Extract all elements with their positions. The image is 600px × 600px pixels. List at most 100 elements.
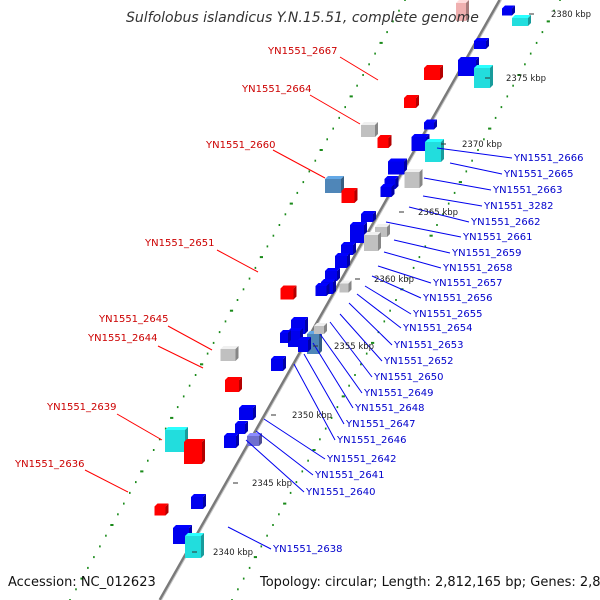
gc-dot bbox=[395, 299, 397, 301]
gene-block-top bbox=[456, 0, 469, 3]
gc-dot bbox=[295, 481, 298, 484]
gene-block-side bbox=[378, 232, 381, 251]
reverse-gene-block bbox=[191, 494, 206, 509]
gc-dot bbox=[158, 438, 161, 441]
gene-block-face bbox=[424, 68, 440, 80]
reverse-gene-label: YN1551_2652 bbox=[383, 356, 454, 367]
gene-block-face bbox=[325, 179, 341, 193]
gene-block-top bbox=[474, 38, 489, 41]
gc-dot bbox=[200, 363, 204, 366]
gc-dot bbox=[442, 213, 444, 216]
gc-dot bbox=[458, 181, 462, 184]
gene-block-side bbox=[253, 405, 256, 420]
reverse-callout-line bbox=[348, 302, 393, 346]
gc-dot bbox=[301, 470, 304, 473]
gene-block-face bbox=[247, 436, 259, 446]
forward-gene-label: YN1551_2645 bbox=[98, 314, 169, 325]
gc-dot bbox=[188, 384, 191, 387]
scale-tick-label: 2350 kbp bbox=[292, 411, 332, 421]
gene-block-side bbox=[486, 38, 489, 49]
scale-tick-label: 2355 kbp bbox=[334, 342, 374, 352]
scale-tick-label: 2380 kbp bbox=[551, 10, 591, 20]
gene-block-face bbox=[411, 137, 427, 151]
gene-block-face bbox=[380, 187, 392, 197]
gene-block-side bbox=[373, 211, 376, 222]
gene-block-top bbox=[315, 283, 330, 286]
gc-dot bbox=[360, 363, 362, 366]
forward-callout-line bbox=[157, 345, 204, 369]
forward-callout-line bbox=[309, 94, 361, 125]
gc-dot bbox=[272, 524, 274, 526]
gene-block-face bbox=[298, 340, 308, 352]
gc-dot bbox=[429, 234, 433, 237]
gene-block-face bbox=[239, 408, 253, 420]
gene-block-side bbox=[319, 331, 322, 354]
gc-dot bbox=[242, 288, 245, 291]
gc-dot bbox=[75, 588, 77, 591]
gene-block-top bbox=[298, 337, 311, 340]
reverse-gene-block bbox=[247, 433, 262, 446]
forward-gene-label: YN1551_2664 bbox=[241, 84, 312, 95]
reverse-gene-label: YN1551_2638 bbox=[272, 544, 343, 555]
gene-block-face bbox=[341, 245, 353, 255]
gc-dot bbox=[266, 534, 268, 537]
gc-dot bbox=[147, 459, 149, 462]
gc-dot bbox=[278, 513, 280, 516]
reverse-callout-line bbox=[303, 353, 345, 425]
gene-block-top bbox=[321, 279, 336, 282]
gene-block-side bbox=[203, 494, 206, 509]
reverse-gene-label: YN1551_2647 bbox=[345, 419, 416, 430]
gene-block-top bbox=[191, 494, 206, 497]
gene-block-side bbox=[305, 317, 308, 334]
gene-block-face bbox=[364, 235, 378, 251]
gene-block-top bbox=[288, 328, 303, 331]
gene-block-face bbox=[339, 283, 349, 293]
forward-gene-block bbox=[220, 346, 239, 361]
gene-block-top bbox=[154, 503, 169, 507]
gc-dot bbox=[135, 481, 137, 484]
gene-block-top bbox=[341, 188, 358, 191]
reverse-callout-line bbox=[377, 265, 432, 284]
gc-dot bbox=[194, 374, 197, 376]
reverse-gene-block bbox=[512, 15, 531, 26]
gc-dot bbox=[123, 502, 125, 505]
gene-block-top bbox=[384, 176, 399, 179]
gene-block-side bbox=[308, 337, 311, 352]
gc-dot bbox=[488, 127, 492, 130]
gene-block-top bbox=[239, 405, 256, 408]
gene-block-side bbox=[512, 5, 515, 16]
forward-gene-block bbox=[404, 95, 419, 108]
gene-block-top bbox=[502, 5, 515, 9]
gene-block-top bbox=[364, 232, 381, 235]
reverse-gene-block bbox=[424, 119, 437, 130]
gene-block-top bbox=[361, 211, 376, 214]
gene-block-face bbox=[404, 172, 420, 188]
gc-dot bbox=[500, 106, 503, 109]
reverse-gene-block bbox=[235, 421, 248, 434]
gene-block-top bbox=[280, 285, 297, 289]
scale-ticks: 2380 kbp 2375 kbp 2370 kbp 2365 kbp 2360 kbp… bbox=[192, 10, 591, 558]
reverse-gene-label: YN1551_2640 bbox=[305, 487, 376, 498]
gene-block-top bbox=[185, 533, 204, 536]
gene-block-face bbox=[191, 497, 203, 509]
gc-dot bbox=[117, 513, 119, 516]
reverse-callout-line bbox=[227, 526, 272, 550]
gc-dot bbox=[80, 577, 84, 580]
gene-block-top bbox=[184, 439, 205, 442]
gene-block-side bbox=[440, 65, 443, 80]
gc-dot bbox=[308, 170, 311, 173]
reverse-gene-label: YN1551_2662 bbox=[470, 217, 541, 228]
forward-callout-line bbox=[272, 149, 326, 179]
gene-block-face bbox=[341, 191, 355, 203]
gc-dot bbox=[398, 9, 400, 12]
gene-block-face bbox=[456, 3, 466, 21]
reverse-callout-line bbox=[339, 313, 383, 362]
gene-block-side bbox=[354, 188, 358, 203]
gc-dot bbox=[324, 427, 327, 430]
forward-gene-block bbox=[225, 377, 242, 392]
gene-block-side bbox=[391, 184, 395, 197]
gc-dot bbox=[546, 20, 550, 23]
forward-callout-line bbox=[84, 469, 129, 493]
reverse-gene-block bbox=[315, 283, 330, 296]
